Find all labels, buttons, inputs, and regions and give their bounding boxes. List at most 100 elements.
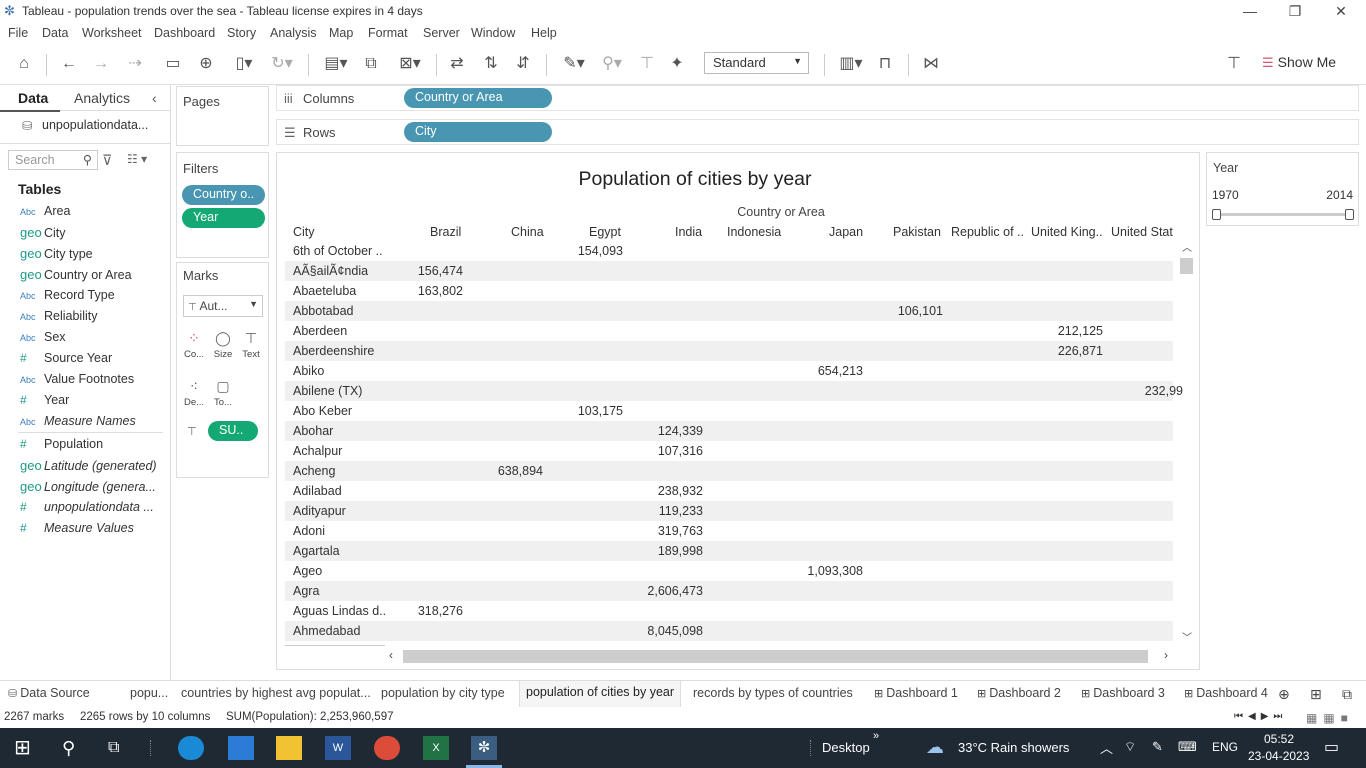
new-worksheet-icon[interactable]: ▤▾ <box>324 55 348 72</box>
row-city[interactable]: 6th of October .. <box>293 244 383 258</box>
edge-icon[interactable] <box>178 736 204 760</box>
vertical-scrollbar[interactable]: ︿ ﹀ <box>1180 241 1194 644</box>
menu-format[interactable]: Format <box>368 26 408 40</box>
row-city[interactable]: Acheng <box>293 464 336 478</box>
tab-dashboard-1[interactable]: ⊞ Dashboard 1 <box>874 686 958 700</box>
row-value[interactable]: 163,802 <box>417 284 463 298</box>
table-row[interactable]: Aguas Lindas d.. 318,276 <box>285 601 1173 621</box>
menu-story[interactable]: Story <box>227 26 257 40</box>
menu-file[interactable]: File <box>8 26 29 40</box>
clock-date[interactable]: 23-04-2023 <box>1248 749 1310 763</box>
field-city-type[interactable]: geo City type <box>20 246 168 264</box>
column-header[interactable]: India <box>675 225 703 239</box>
windows-start-icon[interactable]: ⊞ <box>14 737 31 759</box>
paint-icon[interactable]: ⊤ <box>1227 55 1241 72</box>
view-options-icon[interactable]: ☷ ▾ <box>127 152 148 166</box>
table-row[interactable]: Abilene (TX) 232,99 <box>285 381 1183 401</box>
clock-time[interactable]: 05:52 <box>1264 732 1295 746</box>
row-city[interactable]: Agartala <box>293 544 340 558</box>
row-city[interactable]: Adoni <box>293 524 325 538</box>
column-header[interactable]: Pakistan <box>893 225 941 239</box>
row-value[interactable]: 103,175 <box>577 404 623 418</box>
language-indicator[interactable]: ENG <box>1212 740 1239 754</box>
row-city[interactable]: Achalpur <box>293 444 343 458</box>
notification-icon[interactable]: ▭ <box>1324 739 1340 756</box>
share-icon[interactable]: ⋈ <box>923 55 939 72</box>
row-value[interactable]: 119,233 <box>658 504 703 518</box>
filter-icon[interactable]: ⊽ <box>102 152 113 168</box>
field-sex[interactable]: Abc Sex <box>20 330 168 348</box>
highlight-icon[interactable]: ✎▾ <box>563 55 585 72</box>
sort-ascending-icon[interactable]: ⇅ <box>484 55 498 72</box>
row-value[interactable]: 318,276 <box>417 604 463 618</box>
filter-pill-country[interactable]: Country o.. <box>182 185 265 205</box>
filter-pill-year[interactable]: Year <box>182 208 265 228</box>
redo-icon[interactable]: → <box>93 55 109 72</box>
row-value[interactable]: 319,763 <box>657 524 703 538</box>
row-value[interactable]: 189,998 <box>657 544 703 558</box>
new-worksheet-tab-icon[interactable]: ⊕ <box>1278 686 1290 702</box>
city-header[interactable]: City <box>293 225 315 239</box>
tab-analytics[interactable]: Analytics <box>74 90 131 106</box>
color-button[interactable]: ⁘ Co... <box>183 327 205 360</box>
table-row[interactable]: Adilabad 238,932 <box>285 481 1173 501</box>
menu-map[interactable]: Map <box>329 26 354 40</box>
field-year[interactable]: # Year <box>20 393 168 411</box>
swap-icon[interactable]: ⇄ <box>450 55 464 72</box>
search-icon[interactable]: ⚲ <box>62 738 76 758</box>
menu-server[interactable]: Server <box>423 26 460 40</box>
row-city[interactable]: Abo Keber <box>293 404 353 418</box>
row-city[interactable]: Abohar <box>293 424 334 438</box>
tab-dashboard-2[interactable]: ⊞ Dashboard 2 <box>977 686 1061 700</box>
row-city[interactable]: Aguas Lindas d.. <box>293 604 387 618</box>
table-row[interactable]: Ageo 1,093,308 <box>285 561 1173 581</box>
label-icon[interactable]: ⊤ <box>640 55 654 72</box>
column-header[interactable]: Japan <box>829 225 864 239</box>
search-input[interactable]: Search ⚲ <box>8 150 98 170</box>
tab-population-by-city-type[interactable]: population by city type <box>381 686 505 700</box>
row-city[interactable]: Adityapur <box>293 504 346 518</box>
fit-select[interactable]: Standard ▼ <box>704 52 809 74</box>
table-row[interactable]: Abaeteluba 163,802 <box>285 281 1173 301</box>
field-population[interactable]: # Population <box>20 437 168 455</box>
row-value[interactable]: 8,045,098 <box>647 624 703 638</box>
minimize-icon[interactable]: — <box>1243 3 1257 19</box>
table-row[interactable]: Acheng 638,894 <box>285 461 1173 481</box>
table-row[interactable]: Abohar 124,339 <box>285 421 1173 441</box>
field-area[interactable]: Abc Area <box>20 204 168 222</box>
row-value[interactable]: 654,213 <box>817 364 863 378</box>
field-reliability[interactable]: Abc Reliability <box>20 309 168 327</box>
detail-button[interactable]: ⁖ De... <box>183 375 205 408</box>
network-icon[interactable]: ⌔ <box>1124 739 1137 754</box>
column-header[interactable]: United King.. <box>1031 225 1103 239</box>
year-slider-track[interactable] <box>1217 213 1349 216</box>
rows-pill-city[interactable]: City <box>404 122 552 142</box>
tableau-taskbar-icon[interactable]: ✼ <box>471 736 497 760</box>
table-row[interactable]: Ahmedabad 8,045,098 <box>285 621 1173 641</box>
year-slider-min-handle[interactable] <box>1212 209 1221 220</box>
row-city[interactable]: Agra <box>293 584 320 598</box>
task-view-icon[interactable]: ⧉ <box>108 739 120 756</box>
tab-population-of-cities-by-year[interactable]: population of cities by year <box>519 681 682 707</box>
menu-worksheet[interactable]: Worksheet <box>82 26 142 40</box>
row-city[interactable]: Abilene (TX) <box>293 384 363 398</box>
show-cards-icon[interactable]: ▥▾ <box>839 55 863 72</box>
table-row[interactable]: Aberdeenshire 226,871 <box>285 341 1173 361</box>
column-header[interactable]: China <box>511 225 544 239</box>
row-city[interactable]: Ageo <box>293 564 323 578</box>
chevron-icon[interactable]: » <box>873 730 880 742</box>
tab-data-source[interactable]: ⛁ Data Source <box>8 686 90 700</box>
refresh-icon[interactable]: ↻▾ <box>271 55 293 72</box>
group-icon[interactable]: ⚲▾ <box>602 55 622 72</box>
new-dashboard-tab-icon[interactable]: ⊞ <box>1310 686 1322 702</box>
horizontal-scrollbar[interactable]: ‹ › <box>386 648 1176 663</box>
close-icon[interactable]: ✕ <box>1335 3 1347 19</box>
scroll-left-icon[interactable]: ‹ <box>389 648 393 662</box>
row-city[interactable]: Abaeteluba <box>293 284 357 298</box>
row-value[interactable]: 107,316 <box>657 444 703 458</box>
horizontal-scroll-thumb[interactable] <box>403 650 1148 663</box>
size-button[interactable]: ◯ Size <box>212 327 234 360</box>
row-city[interactable]: Aberdeenshire <box>293 344 375 358</box>
field-unpopulationdata[interactable]: # unpopulationdata ... <box>20 500 168 518</box>
menu-data[interactable]: Data <box>42 26 69 40</box>
